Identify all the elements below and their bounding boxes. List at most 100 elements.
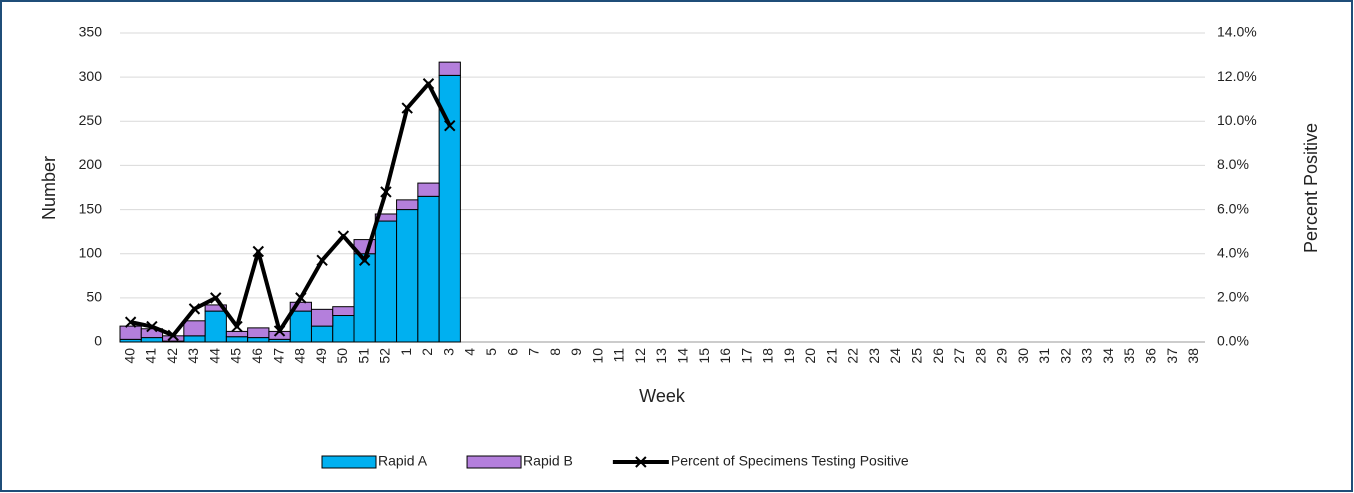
bar xyxy=(353,253,376,343)
y-tick-label: 0 xyxy=(94,333,102,349)
bar xyxy=(289,310,312,343)
x-tick-label: 5 xyxy=(483,348,499,356)
x-tick-label: 25 xyxy=(908,348,924,364)
bar xyxy=(247,337,270,343)
legend-label: Rapid B xyxy=(523,453,573,469)
y-tick-label: 100 xyxy=(79,244,103,260)
bar xyxy=(417,195,440,343)
marker xyxy=(316,254,328,267)
marker xyxy=(188,303,201,315)
x-tick-label: 1 xyxy=(398,348,414,356)
bar xyxy=(183,335,206,343)
x-tick-label: 19 xyxy=(781,348,797,364)
bar xyxy=(289,301,312,312)
x-tick-label: 29 xyxy=(994,348,1010,364)
x-tick-label: 37 xyxy=(1164,348,1180,364)
y-tick-label: 350 xyxy=(79,24,103,40)
x-tick-label: 27 xyxy=(951,348,967,364)
bar xyxy=(140,337,164,343)
bar xyxy=(225,336,249,343)
x-tick-label: 47 xyxy=(270,348,286,364)
bar xyxy=(204,304,227,312)
x-tick-label: 17 xyxy=(738,348,754,364)
x-tick-label: 2 xyxy=(419,348,435,356)
x-tick-label: 16 xyxy=(717,348,733,364)
x-tick-label: 36 xyxy=(1143,348,1159,364)
x-tick-label: 18 xyxy=(760,348,776,364)
legend-marker xyxy=(635,456,647,468)
legend-label: Rapid A xyxy=(378,453,428,469)
x-tick-label: 24 xyxy=(887,348,903,364)
x-tick-label: 21 xyxy=(823,348,839,364)
x-tick-label: 45 xyxy=(228,348,244,364)
x-tick-label: 31 xyxy=(1036,348,1052,364)
x-tick-label: 11 xyxy=(611,348,627,363)
bar xyxy=(396,199,419,211)
y2-tick-label: 2.0% xyxy=(1217,289,1249,305)
x-tick-label: 46 xyxy=(249,348,265,364)
y-tick-label: 150 xyxy=(79,200,103,216)
marker xyxy=(380,186,392,198)
bar xyxy=(438,61,461,76)
legend-swatch xyxy=(466,455,522,469)
x-tick-label: 9 xyxy=(568,348,584,356)
marker xyxy=(358,254,371,267)
x-tick-label: 33 xyxy=(1079,348,1095,364)
y2-tick-label: 10.0% xyxy=(1217,112,1257,128)
x-tick-label: 15 xyxy=(696,348,712,364)
bar xyxy=(396,209,419,343)
y2-tick-label: 6.0% xyxy=(1217,200,1249,216)
bar xyxy=(119,325,142,340)
x-tick-label: 3 xyxy=(440,348,456,356)
x-tick-label: 50 xyxy=(334,348,350,364)
marker xyxy=(337,230,350,242)
x-axis-label: Week xyxy=(639,386,686,406)
x-tick-label: 6 xyxy=(504,348,520,356)
legend-label: Percent of Specimens Testing Positive xyxy=(671,453,909,469)
x-tick-label: 4 xyxy=(462,348,478,356)
bar xyxy=(374,213,398,222)
x-tick-label: 40 xyxy=(121,348,137,364)
x-tick-label: 14 xyxy=(674,348,690,364)
bar xyxy=(310,325,334,343)
x-tick-label: 41 xyxy=(143,348,159,364)
y2-tick-label: 8.0% xyxy=(1217,156,1249,172)
bar xyxy=(247,327,270,339)
x-tick-label: 20 xyxy=(802,348,818,364)
y2-tick-label: 0.0% xyxy=(1217,333,1249,349)
legend-swatch xyxy=(321,455,377,469)
x-tick-label: 42 xyxy=(164,348,180,364)
x-tick-label: 7 xyxy=(526,348,542,356)
y-axis-label: Number xyxy=(39,156,59,220)
x-tick-label: 49 xyxy=(313,348,329,364)
x-tick-label: 52 xyxy=(377,348,393,364)
bar xyxy=(183,320,206,337)
marker xyxy=(167,329,179,342)
x-tick-label: 30 xyxy=(1015,348,1031,364)
marker xyxy=(146,320,158,333)
y2-tick-label: 14.0% xyxy=(1217,24,1257,40)
x-tick-label: 26 xyxy=(930,348,946,364)
x-tick-label: 51 xyxy=(355,348,371,364)
bar xyxy=(204,310,227,343)
bar xyxy=(310,308,334,327)
x-tick-label: 12 xyxy=(632,348,648,364)
x-tick-label: 10 xyxy=(589,348,605,364)
marker xyxy=(210,292,222,304)
y-tick-label: 300 xyxy=(79,68,103,84)
y2-tick-label: 4.0% xyxy=(1217,244,1249,260)
bar xyxy=(332,306,355,317)
bar xyxy=(374,220,398,343)
marker xyxy=(422,78,435,90)
bar xyxy=(225,330,249,338)
x-tick-label: 28 xyxy=(972,348,988,364)
marker xyxy=(252,245,264,258)
bar xyxy=(417,182,440,197)
x-tick-label: 13 xyxy=(653,348,669,364)
marker xyxy=(444,119,456,132)
y-tick-label: 250 xyxy=(79,112,103,128)
y-tick-label: 200 xyxy=(79,156,103,172)
marker xyxy=(231,320,243,333)
